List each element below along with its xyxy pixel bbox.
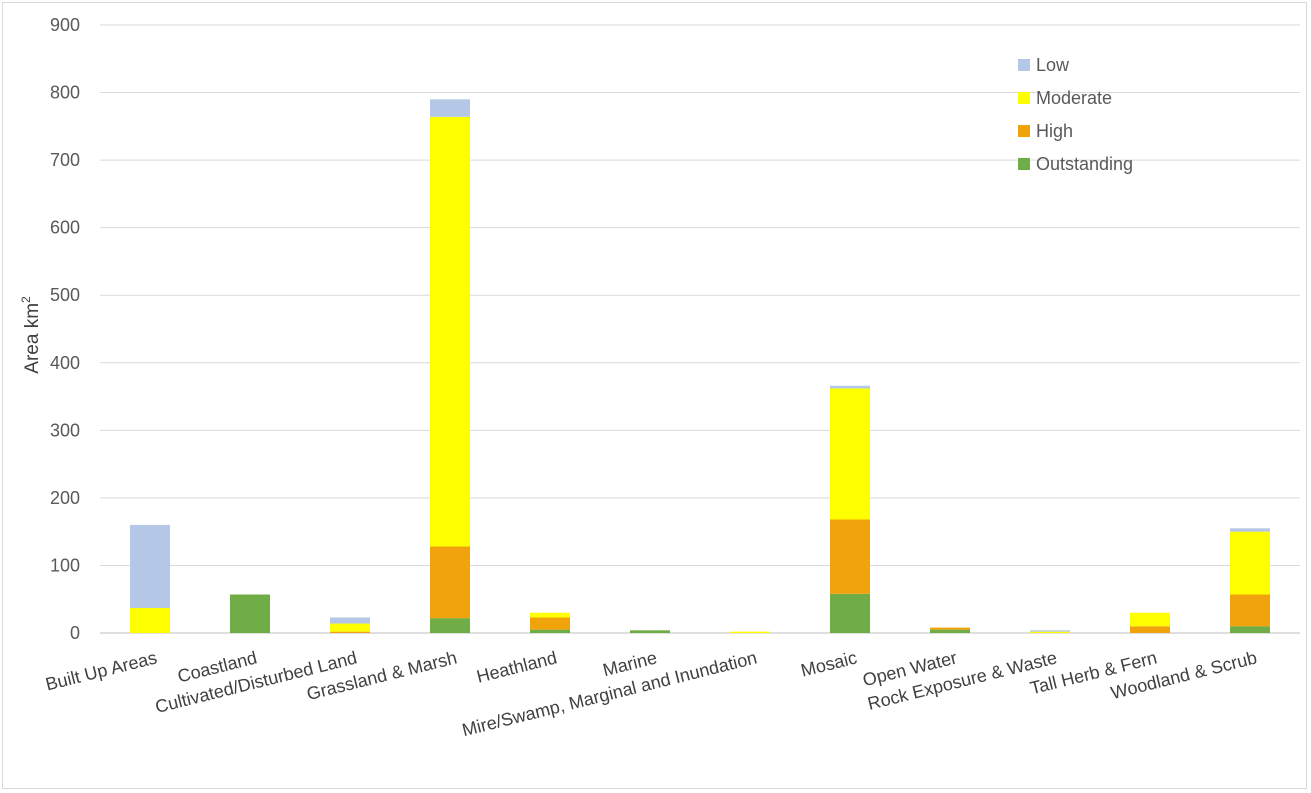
x-tick-label: Mosaic <box>799 647 859 680</box>
legend-swatch <box>1018 59 1030 71</box>
legend: Low Moderate High Outstanding <box>1018 55 1133 174</box>
y-tick-label: 800 <box>50 83 80 103</box>
bar-segment <box>1230 626 1270 633</box>
legend-label: Moderate <box>1036 88 1112 108</box>
legend-label: Outstanding <box>1036 154 1133 174</box>
bar-segment <box>1130 612 1170 627</box>
bar-segment <box>930 627 970 630</box>
y-tick-label: 600 <box>50 218 80 238</box>
bar-segment <box>430 546 470 619</box>
y-tick-label: 700 <box>50 150 80 170</box>
bar-segment <box>830 385 870 389</box>
bar-segment <box>330 631 370 633</box>
legend-swatch <box>1018 158 1030 170</box>
gridlines <box>100 24 1300 634</box>
bar-segment <box>130 524 170 609</box>
bar-segment <box>830 593 870 633</box>
bar-segment <box>830 388 870 520</box>
bar-segment <box>530 629 570 633</box>
legend-swatch <box>1018 125 1030 137</box>
x-tick-label: Heathland <box>474 647 558 686</box>
legend-label: High <box>1036 121 1073 141</box>
bar-segment <box>730 631 770 633</box>
bar-segment <box>630 630 670 633</box>
bar-segment <box>430 99 470 117</box>
legend-swatch <box>1018 92 1030 104</box>
y-tick-label: 100 <box>50 555 80 575</box>
y-tick-label: 400 <box>50 353 80 373</box>
y-axis-ticks: 0 100 200 300 400 500 600 700 800 900 <box>50 15 80 643</box>
bar-segment <box>330 617 370 624</box>
y-axis-title-superscript: 2 <box>19 296 33 303</box>
x-axis-ticks: Built Up Areas CoastlandCultivated/Distur… <box>43 647 1259 740</box>
bar-segment <box>1030 631 1070 633</box>
bar-segment <box>1030 630 1070 632</box>
bar-segment <box>1230 594 1270 627</box>
x-tick-label: Built Up Areas <box>43 647 159 694</box>
bar-segment <box>330 623 370 632</box>
y-axis-title: Area km2 <box>19 296 43 374</box>
y-tick-label: 300 <box>50 420 80 440</box>
bar-segment <box>130 608 170 633</box>
y-tick-label: 500 <box>50 285 80 305</box>
bar-segment <box>530 612 570 618</box>
y-tick-label: 200 <box>50 488 80 508</box>
bar-segment <box>230 594 270 633</box>
y-tick-label: 0 <box>70 623 80 643</box>
bar-segment <box>1130 626 1170 633</box>
bar-segment <box>830 519 870 594</box>
y-tick-label: 900 <box>50 15 80 35</box>
bar-segment <box>1230 528 1270 532</box>
y-axis-title-text: Area km <box>22 303 43 374</box>
bar-segment <box>430 116 470 547</box>
bar-segment <box>530 617 570 630</box>
bars <box>130 99 1270 633</box>
bar-segment <box>930 629 970 633</box>
bar-segment <box>1230 531 1270 595</box>
legend-label: Low <box>1036 55 1070 75</box>
bar-segment <box>430 618 470 633</box>
